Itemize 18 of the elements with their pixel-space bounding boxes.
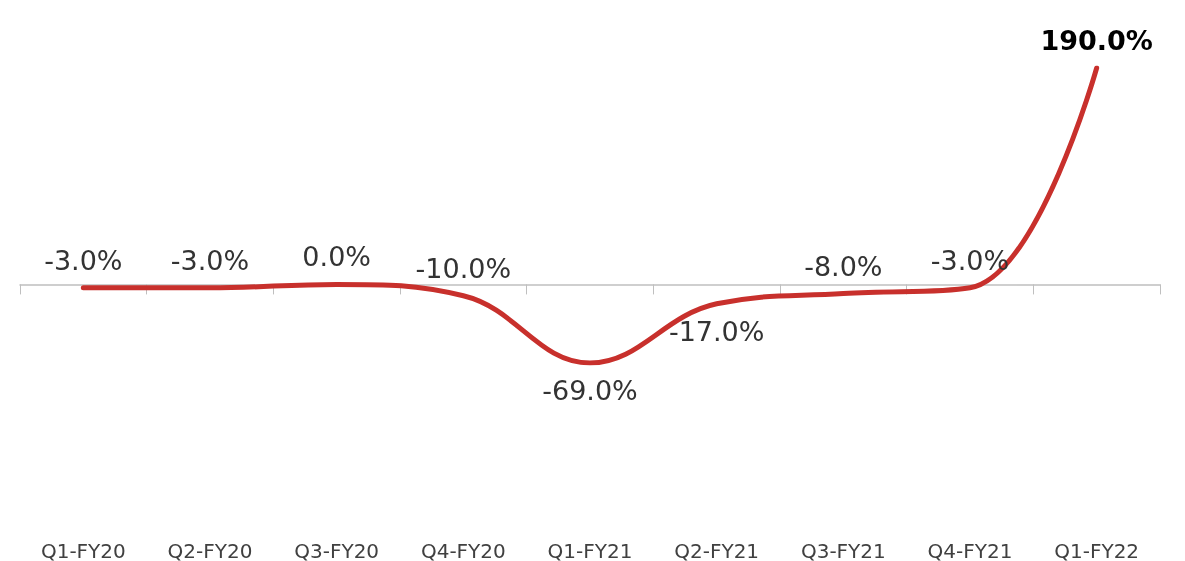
data-label: -10.0% [415, 252, 512, 284]
data-label: -3.0% [930, 244, 1010, 276]
x-tick-label: Q1-FY21 [547, 539, 633, 561]
data-label: 0.0% [302, 241, 371, 273]
x-tick-label: Q4-FY21 [927, 539, 1013, 561]
data-label: 190.0% [1040, 25, 1153, 56]
x-tick-label: Q1-FY20 [40, 539, 126, 561]
data-label: -17.0% [668, 315, 765, 347]
data-label: -69.0% [542, 375, 638, 406]
x-tick-label: Q3-FY20 [294, 539, 380, 561]
x-tick-label: Q3-FY21 [800, 539, 886, 561]
x-tick-label: Q1-FY22 [1054, 539, 1140, 561]
data-label: -3.0% [44, 244, 123, 276]
x-tick-label: Q2-FY21 [674, 539, 760, 561]
x-tick-label: Q2-FY20 [167, 539, 253, 561]
x-tick-label: Q4-FY20 [420, 539, 506, 561]
data-label: -8.0% [804, 250, 883, 282]
data-label: -3.0% [170, 244, 250, 276]
